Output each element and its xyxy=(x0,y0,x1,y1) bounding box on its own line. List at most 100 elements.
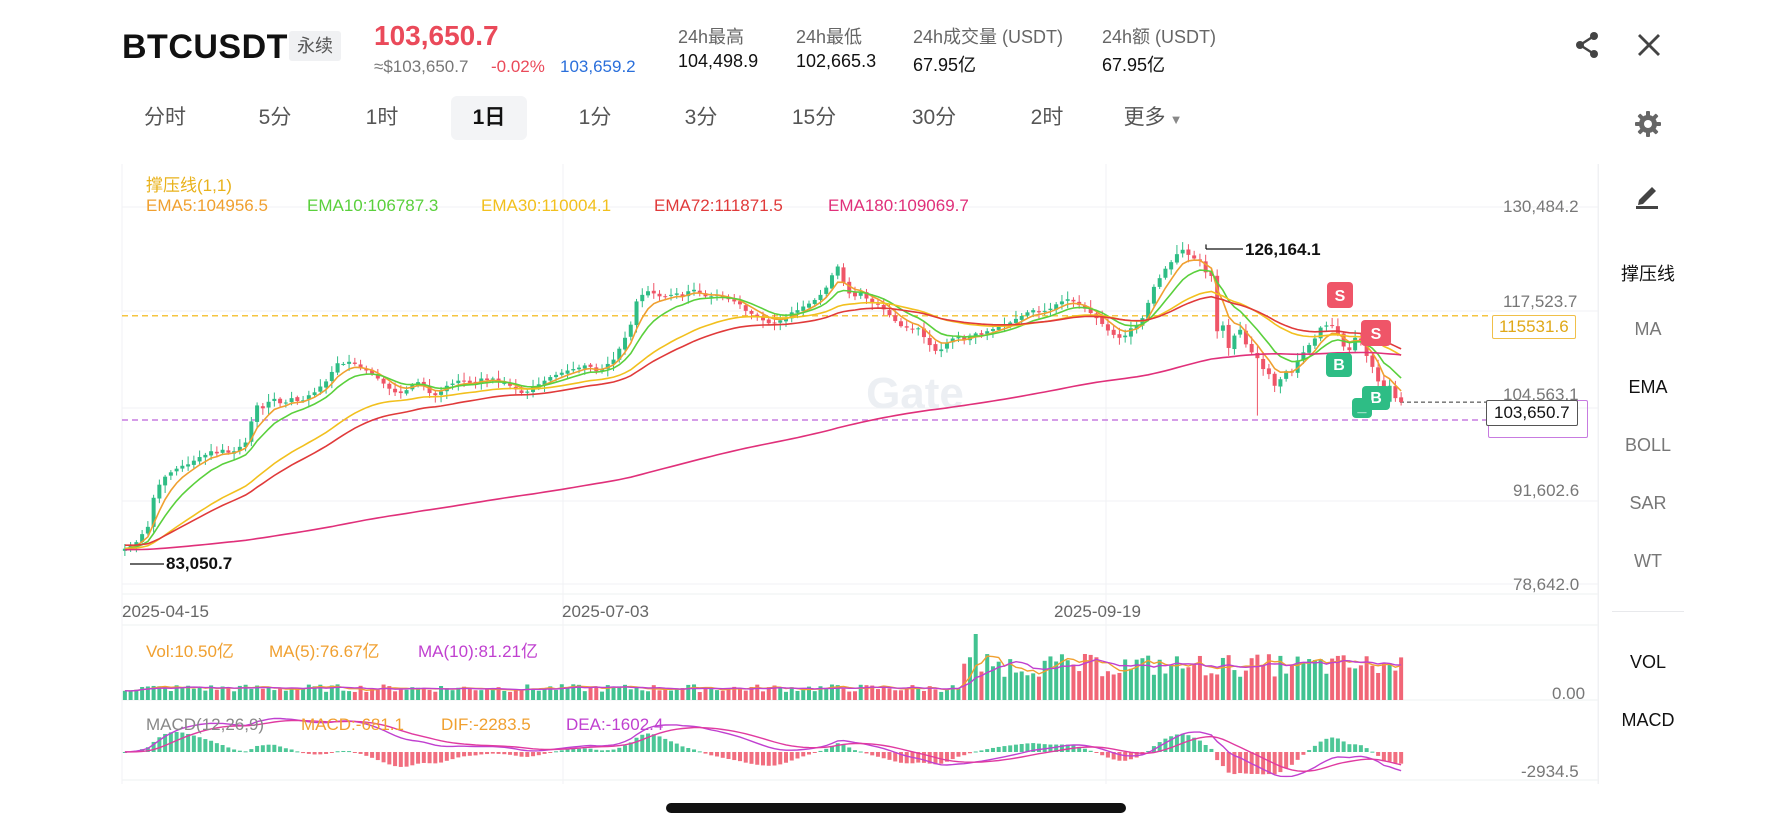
candle-body xyxy=(950,338,955,343)
candle-body xyxy=(852,292,857,297)
volume-bar xyxy=(519,689,524,700)
current-price-tag[interactable]: 103,650.7 xyxy=(1486,400,1578,426)
tab-interval-15m[interactable]: 15分 xyxy=(791,106,837,129)
vol-axis-label: 0.00 xyxy=(1552,684,1586,703)
share-icon[interactable] xyxy=(1572,30,1602,60)
macd-histogram-bar xyxy=(1307,750,1312,752)
candle-body xyxy=(910,328,915,330)
candle-body xyxy=(1376,367,1381,382)
gear-icon[interactable] xyxy=(1634,110,1662,138)
macd-histogram-bar xyxy=(260,745,265,752)
candle-body xyxy=(916,328,921,330)
volume-bar xyxy=(1134,659,1139,700)
minus-marker-box xyxy=(1352,398,1372,418)
tab-interval-5m[interactable]: 5分 xyxy=(258,106,292,129)
macd-histogram-bar xyxy=(329,752,334,753)
candle-body xyxy=(329,371,334,381)
macd-histogram-bar xyxy=(565,749,570,752)
volume-bar xyxy=(151,685,156,700)
macd-histogram-bar xyxy=(772,752,777,766)
indicator-wt[interactable]: WT xyxy=(1634,551,1662,571)
macd-histogram-bar xyxy=(835,743,840,752)
candle-body xyxy=(1284,371,1289,379)
macd-histogram-bar xyxy=(979,750,984,752)
volume-bar xyxy=(122,690,127,700)
candle-body xyxy=(847,281,852,294)
candle-body xyxy=(1025,312,1030,316)
volume-bar xyxy=(709,687,714,700)
candle-body xyxy=(1105,324,1110,331)
macd-histogram-bar xyxy=(306,752,311,754)
date-axis-label: 2025-04-15 xyxy=(122,602,209,621)
minus-marker-label: _ xyxy=(1357,398,1368,415)
macd-histogram-bar xyxy=(226,747,231,752)
volume-bar xyxy=(979,671,984,700)
macd-histogram-bar xyxy=(1341,741,1346,752)
indicator-vol[interactable]: VOL xyxy=(1629,652,1667,672)
dif-legend: DIF:-2283.5 xyxy=(441,715,531,734)
indicator-boll[interactable]: BOLL xyxy=(1624,435,1672,455)
volume-bar xyxy=(657,690,662,700)
volume-bar xyxy=(1094,657,1099,700)
volume-bar xyxy=(703,688,708,700)
tab-interval-1d[interactable]: 1日 xyxy=(451,96,527,140)
close-icon[interactable] xyxy=(1636,32,1662,58)
candle-body xyxy=(1071,299,1076,302)
candle-body xyxy=(209,451,214,456)
macd-histogram-bar xyxy=(1077,746,1082,752)
macd-histogram-bar xyxy=(1163,738,1168,752)
candle-body xyxy=(439,391,444,395)
macd-histogram-bar xyxy=(1082,748,1087,752)
tab-interval-1m[interactable]: 1分 xyxy=(578,106,612,129)
volume-bar xyxy=(847,691,852,700)
volume-bar xyxy=(1146,655,1151,700)
candle-body xyxy=(243,442,248,447)
volume-bar xyxy=(1140,658,1145,700)
macd-histogram-bar xyxy=(358,752,363,754)
candle-body xyxy=(1249,343,1254,353)
volume-bar xyxy=(312,686,317,700)
volume-bar xyxy=(1054,661,1059,700)
price-axis-label: 104,563.1 xyxy=(1503,385,1579,404)
more-intervals-dropdown[interactable]: 更多 ▼ xyxy=(1108,96,1198,140)
tab-interval-1h[interactable]: 1时 xyxy=(365,106,399,129)
candle-body xyxy=(628,324,633,337)
pencil-icon[interactable] xyxy=(1633,180,1661,210)
macd-histogram-bar xyxy=(375,752,380,761)
volume-bar xyxy=(956,688,961,700)
candle-body xyxy=(1364,340,1369,356)
macd-histogram-bar xyxy=(818,750,823,752)
macd-histogram-bar xyxy=(1381,752,1386,762)
tab-interval-30m[interactable]: 30分 xyxy=(911,106,957,129)
macd-histogram-bar xyxy=(1330,737,1335,752)
indicator-ema[interactable]: EMA xyxy=(1628,377,1668,397)
macd-histogram-bar xyxy=(674,743,679,752)
volume-bar xyxy=(720,690,725,700)
volume-bar xyxy=(1284,673,1289,700)
volume-bar xyxy=(1335,655,1340,700)
candle-body xyxy=(1111,329,1116,335)
volume-bar xyxy=(427,689,432,700)
volume-bar xyxy=(617,686,622,700)
dea-line xyxy=(124,719,1402,773)
macd-histogram-bar xyxy=(531,752,536,757)
indicator-ma[interactable]: MA xyxy=(1634,319,1662,339)
tab-interval-3m[interactable]: 3分 xyxy=(684,106,718,129)
macd-histogram-bar xyxy=(875,752,880,757)
candle-body xyxy=(577,367,582,370)
date-axis-label: 2025-09-19 xyxy=(1054,602,1141,621)
volume-bar xyxy=(1376,672,1381,700)
resistance-price-tag[interactable]: 115531.6 xyxy=(1492,315,1576,339)
tab-interval-2h[interactable]: 2时 xyxy=(1030,106,1064,129)
candle-body xyxy=(462,380,467,382)
volume-bar xyxy=(669,690,674,700)
indicator-macd[interactable]: MACD xyxy=(1621,710,1675,730)
indicator-sar[interactable]: SAR xyxy=(1629,493,1667,513)
indicator-sr[interactable]: 撑压线 xyxy=(1621,264,1675,284)
tab-interval-time[interactable]: 分时 xyxy=(144,106,186,129)
candle-body xyxy=(1013,318,1018,323)
macd-histogram-bar xyxy=(496,752,501,754)
macd-histogram-bar xyxy=(410,752,415,766)
volume-bar xyxy=(347,691,352,700)
